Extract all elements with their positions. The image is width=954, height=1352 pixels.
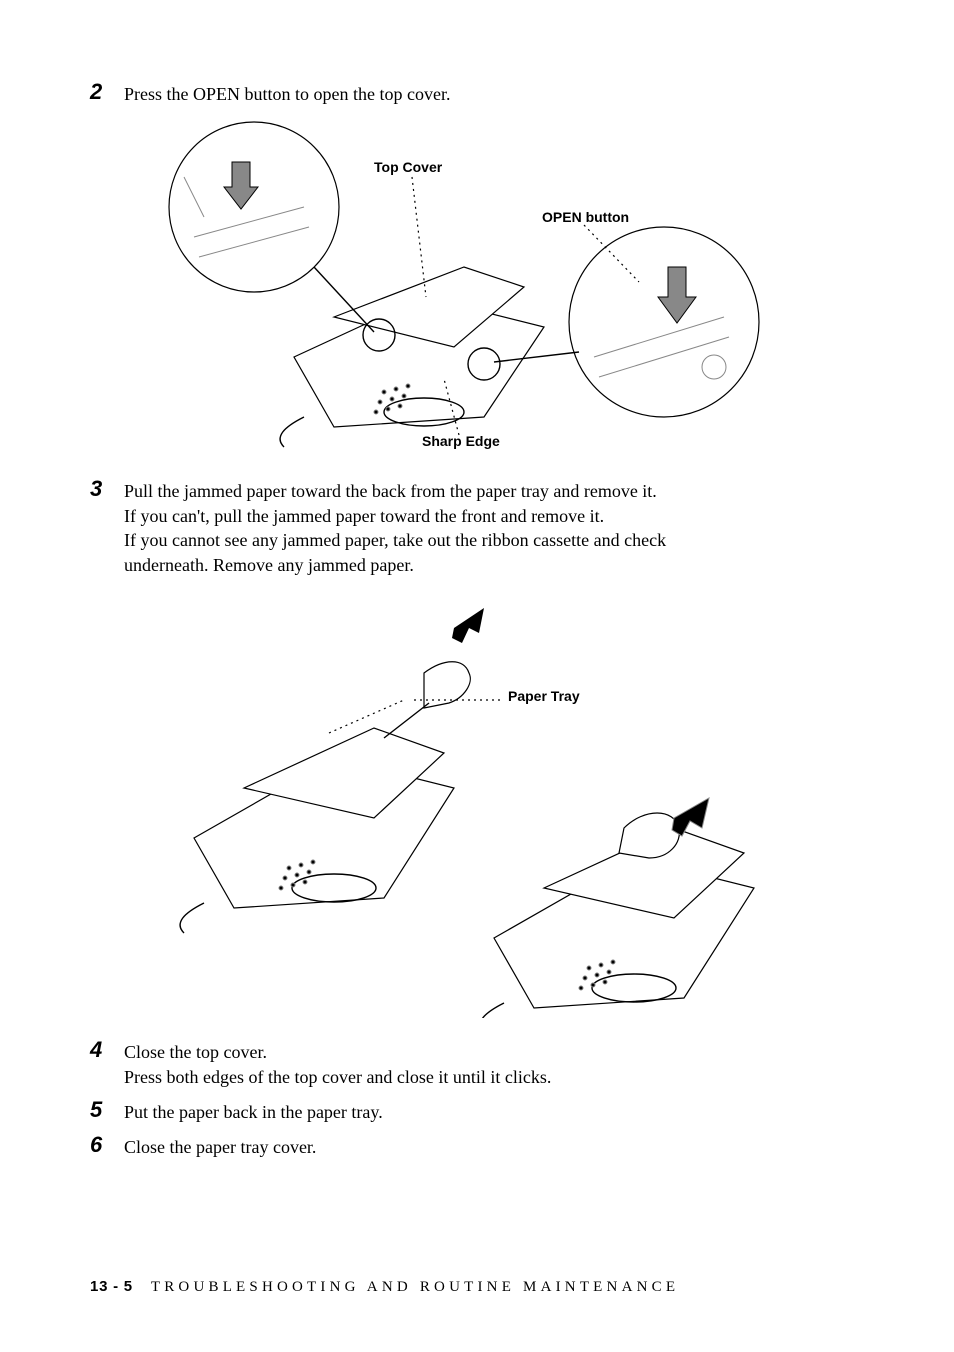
step-number: 2 <box>90 80 124 104</box>
step-6: 6 Close the paper tray cover. <box>90 1133 864 1160</box>
step-2: 2 Press the OPEN button to open the top … <box>90 80 864 107</box>
step-text: Pull the jammed paper toward the back fr… <box>124 479 666 504</box>
step-body: Close the paper tray cover. <box>124 1133 316 1160</box>
label-top-cover: Top Cover <box>374 159 442 175</box>
step-number: 3 <box>90 477 124 501</box>
step-number: 4 <box>90 1038 124 1062</box>
step-text: Press the OPEN button to open the top co… <box>124 84 450 104</box>
step-text: If you cannot see any jammed paper, take… <box>124 528 666 553</box>
step-text: Press both edges of the top cover and cl… <box>124 1065 551 1090</box>
label-paper-tray: Paper Tray <box>508 688 580 704</box>
step-text: Close the top cover. <box>124 1040 551 1065</box>
step-body: Close the top cover. Press both edges of… <box>124 1038 551 1090</box>
step-text: If you can't, pull the jammed paper towa… <box>124 504 666 529</box>
figure-remove-paper: Paper Tray <box>124 588 784 1018</box>
step-number: 6 <box>90 1133 124 1157</box>
step-4: 4 Close the top cover. Press both edges … <box>90 1038 864 1090</box>
step-text: underneath. Remove any jammed paper. <box>124 553 666 578</box>
label-sharp-edge: Sharp Edge <box>422 433 500 449</box>
step-text: Put the paper back in the paper tray. <box>124 1102 383 1122</box>
step-5: 5 Put the paper back in the paper tray. <box>90 1098 864 1125</box>
figure1-svg <box>124 117 764 457</box>
figure2-svg <box>124 588 784 1018</box>
figure-open-cover: Top Cover OPEN button Sharp Edge <box>124 117 764 457</box>
step-3: 3 Pull the jammed paper toward the back … <box>90 477 864 578</box>
step-body: Press the OPEN button to open the top co… <box>124 80 450 107</box>
manual-page: 2 Press the OPEN button to open the top … <box>0 0 954 1352</box>
step-text: Close the paper tray cover. <box>124 1137 316 1157</box>
step-body: Pull the jammed paper toward the back fr… <box>124 477 666 578</box>
page-number: 13 - 5 <box>90 1278 133 1295</box>
page-footer: 13 - 5 TROUBLESHOOTING AND ROUTINE MAINTE… <box>90 1278 679 1296</box>
footer-title: TROUBLESHOOTING AND ROUTINE MAINTENANCE <box>151 1279 679 1295</box>
step-number: 5 <box>90 1098 124 1122</box>
label-open-button: OPEN button <box>542 209 629 225</box>
step-body: Put the paper back in the paper tray. <box>124 1098 383 1125</box>
